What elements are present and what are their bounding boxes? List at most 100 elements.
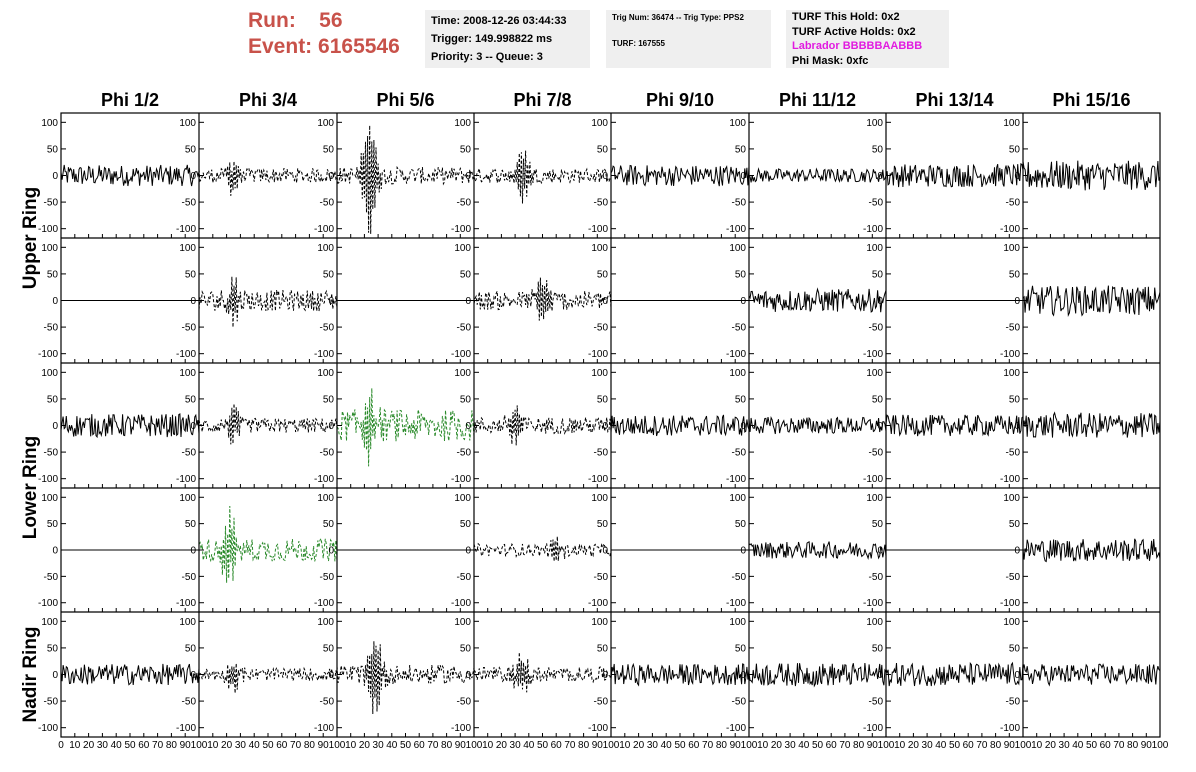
- waveform-cell: -100 -50 0 50 100: [863, 118, 1024, 238]
- waveform-trace: [473, 536, 612, 562]
- x-tick-label: 60: [138, 740, 150, 751]
- y-tick-label: -100: [451, 723, 471, 734]
- x-tick-label: 70: [152, 740, 164, 751]
- y-tick-label: 0: [1014, 296, 1020, 307]
- waveform-trace: [610, 414, 750, 437]
- y-tick-label: -100: [588, 474, 608, 485]
- x-tick-label: 100: [1152, 740, 1169, 751]
- y-tick-label: 100: [1003, 243, 1020, 254]
- y-tick-label: 0: [190, 670, 196, 681]
- x-tick-label: 30: [510, 740, 522, 751]
- x-tick-label: 20: [496, 740, 508, 751]
- column-header: Phi 7/8: [513, 90, 571, 110]
- y-tick-label: -100: [588, 598, 608, 609]
- waveform-trace: [610, 662, 750, 687]
- waveform-trace: [473, 652, 612, 693]
- y-tick-label: 50: [1009, 643, 1021, 654]
- y-tick-label: 0: [1014, 670, 1020, 681]
- y-tick-label: 0: [740, 670, 746, 681]
- waveform-trace: [610, 164, 750, 187]
- y-tick-label: 0: [1014, 546, 1020, 557]
- x-tick-label: 30: [647, 740, 659, 751]
- x-tick-label: 40: [386, 740, 398, 751]
- y-tick-label: 100: [1003, 368, 1020, 379]
- x-tick-label: 20: [771, 740, 783, 751]
- y-tick-label: 50: [597, 643, 609, 654]
- waveform-trace: [748, 167, 887, 183]
- waveform-cell: -100 -50 0 50 100: [38, 118, 200, 238]
- x-tick-label: 60: [1100, 740, 1112, 751]
- y-tick-label: 100: [729, 493, 746, 504]
- x-tick-label: 20: [83, 740, 95, 751]
- waveform-cell: -100 -50 0 50 100: [588, 493, 750, 612]
- y-tick-label: -50: [732, 448, 747, 459]
- y-tick-label: 100: [866, 617, 883, 628]
- waveform-cell: -100 -50 0 50 100: [451, 118, 612, 238]
- y-tick-label: -100: [863, 474, 883, 485]
- waveform-trace: [1022, 160, 1161, 191]
- event-label: Event:: [248, 35, 313, 58]
- x-tick-label: 70: [976, 740, 988, 751]
- y-tick-label: -100: [726, 349, 746, 360]
- x-tick-label: 60: [688, 740, 700, 751]
- y-tick-label: 100: [41, 118, 58, 129]
- y-tick-label: 50: [872, 394, 884, 405]
- y-tick-label: 0: [52, 171, 58, 182]
- x-tick-label: 10: [619, 740, 631, 751]
- y-tick-label: -100: [314, 224, 334, 235]
- y-tick-label: 50: [872, 643, 884, 654]
- waveform-cell: -100 -50 0 50 100: [726, 617, 887, 737]
- y-tick-label: 50: [460, 269, 472, 280]
- x-tick-label: 80: [716, 740, 728, 751]
- x-tick-label: 70: [839, 740, 851, 751]
- waveform-cell: -100 -50 0 50 100: [1000, 617, 1161, 737]
- x-tick-label: 20: [359, 740, 371, 751]
- x-tick-label: 80: [578, 740, 590, 751]
- y-tick-label: 100: [1003, 118, 1020, 129]
- y-tick-label: 100: [454, 368, 471, 379]
- y-tick-label: -50: [44, 198, 59, 209]
- y-tick-label: 0: [190, 421, 196, 432]
- y-tick-label: 50: [185, 269, 197, 280]
- x-tick-label: 40: [111, 740, 123, 751]
- waveform-trace: [198, 505, 338, 583]
- y-tick-label: -50: [869, 697, 884, 708]
- waveform-cell: -100 -50 0 50 100: [588, 368, 750, 488]
- y-tick-label: -100: [1000, 349, 1020, 360]
- y-tick-label: 0: [877, 546, 883, 557]
- waveform-cell: -100 -50 0 50 100: [176, 617, 338, 737]
- y-tick-label: -50: [594, 572, 609, 583]
- waveform-cell: -100 -50 0 50 100: [314, 118, 475, 238]
- y-tick-label: 100: [179, 118, 196, 129]
- y-tick-label: 0: [602, 296, 608, 307]
- waveform-trace: [60, 164, 200, 187]
- x-tick-label: 10: [482, 740, 494, 751]
- x-tick-label: 100: [329, 740, 346, 751]
- waveform-cell: -100 -50 0 50 100: [726, 368, 887, 488]
- y-tick-label: -100: [451, 474, 471, 485]
- y-tick-label: -50: [44, 323, 59, 334]
- waveform-trace: [198, 403, 338, 445]
- x-tick-label: 50: [674, 740, 686, 751]
- y-tick-label: -50: [182, 448, 197, 459]
- event-value: 6165546: [318, 35, 400, 58]
- waveform-trace: [1022, 411, 1161, 438]
- y-tick-label: -100: [588, 723, 608, 734]
- y-tick-label: -100: [38, 474, 58, 485]
- y-tick-label: 100: [179, 368, 196, 379]
- y-tick-label: -100: [314, 474, 334, 485]
- y-tick-label: 100: [591, 493, 608, 504]
- y-tick-label: 100: [41, 493, 58, 504]
- priority-text: Priority: 3 -- Queue: 3: [431, 51, 543, 63]
- y-tick-label: 0: [740, 171, 746, 182]
- y-tick-label: -100: [38, 598, 58, 609]
- x-tick-label: 30: [373, 740, 385, 751]
- x-tick-label: 20: [221, 740, 233, 751]
- y-tick-label: -100: [451, 349, 471, 360]
- y-tick-label: 0: [465, 171, 471, 182]
- waveform-trace: [473, 277, 612, 321]
- y-tick-label: -50: [732, 198, 747, 209]
- x-tick-label: 100: [466, 740, 483, 751]
- waveform-cell: -100 -50 0 50 100: [176, 118, 338, 238]
